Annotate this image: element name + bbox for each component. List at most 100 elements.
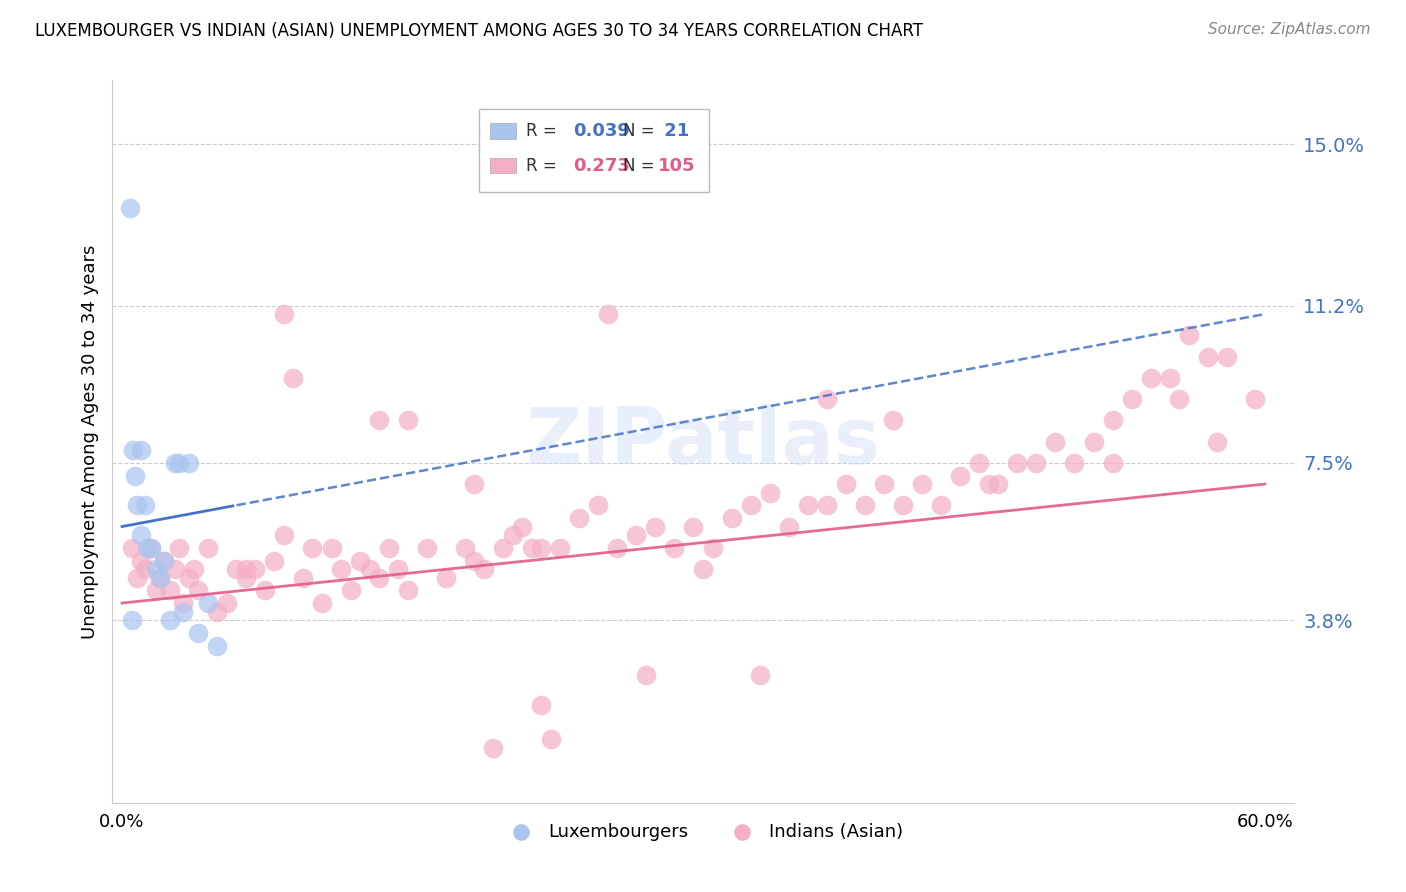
Point — [121, 613, 143, 627]
Point — [134, 562, 156, 576]
Text: Source: ZipAtlas.com: Source: ZipAtlas.com — [1208, 22, 1371, 37]
Point — [758, 485, 780, 500]
Point — [153, 553, 176, 567]
Point — [1025, 456, 1047, 470]
Point — [1168, 392, 1191, 406]
Point — [540, 732, 562, 747]
Text: N =: N = — [623, 156, 654, 175]
Y-axis label: Unemployment Among Ages 30 to 34 years: Unemployment Among Ages 30 to 34 years — [80, 244, 98, 639]
Point — [463, 477, 485, 491]
Point — [1083, 434, 1105, 449]
Point — [321, 541, 343, 555]
Point — [664, 541, 686, 555]
Point — [377, 541, 399, 555]
Point — [225, 562, 247, 576]
Point — [530, 698, 553, 712]
Point — [153, 553, 176, 567]
Point — [644, 519, 666, 533]
Point — [235, 562, 257, 576]
Bar — [491, 158, 516, 173]
Point — [434, 570, 457, 584]
Point — [129, 553, 152, 567]
Point — [967, 456, 990, 470]
Point — [159, 613, 181, 627]
Point — [977, 477, 1000, 491]
Point — [416, 541, 439, 555]
Point — [835, 477, 858, 491]
Point — [253, 583, 276, 598]
Point — [1139, 371, 1161, 385]
Point — [492, 541, 515, 555]
Point — [626, 528, 648, 542]
Point — [167, 456, 190, 470]
Point — [929, 498, 952, 512]
Point — [159, 583, 181, 598]
Point — [1197, 350, 1219, 364]
Point — [1206, 434, 1229, 449]
Point — [207, 639, 229, 653]
Point — [330, 562, 353, 576]
Point — [172, 596, 194, 610]
Point — [692, 562, 714, 576]
Point — [949, 468, 972, 483]
Point — [122, 443, 145, 458]
Text: 0.039: 0.039 — [574, 122, 630, 140]
Point — [606, 541, 628, 555]
Point — [165, 562, 187, 576]
Point — [586, 498, 609, 512]
Text: 0.273: 0.273 — [574, 156, 630, 175]
Point — [911, 477, 934, 491]
Point — [291, 570, 314, 584]
Point — [873, 477, 896, 491]
Point — [172, 605, 194, 619]
Point — [177, 456, 200, 470]
Point — [273, 307, 295, 321]
Point — [510, 519, 533, 533]
Point — [167, 541, 190, 555]
Point — [127, 498, 149, 512]
Point — [815, 392, 838, 406]
Point — [118, 201, 141, 215]
Point — [682, 519, 704, 533]
Legend: Luxembourgers, Indians (Asian): Luxembourgers, Indians (Asian) — [495, 815, 911, 848]
Point — [134, 498, 156, 512]
Point — [349, 553, 371, 567]
Point — [720, 511, 742, 525]
Point — [702, 541, 724, 555]
Point — [135, 541, 157, 555]
Point — [987, 477, 1010, 491]
Point — [1045, 434, 1067, 449]
Point — [1159, 371, 1181, 385]
Point — [197, 541, 219, 555]
Point — [1101, 456, 1123, 470]
Point — [339, 583, 361, 598]
Point — [1063, 456, 1085, 470]
Point — [387, 562, 409, 576]
Point — [368, 570, 391, 584]
Point — [1007, 456, 1029, 470]
Point — [145, 583, 167, 598]
Point — [396, 583, 419, 598]
Point — [548, 541, 571, 555]
Point — [530, 541, 553, 555]
Point — [749, 668, 772, 682]
Point — [121, 541, 143, 555]
Point — [520, 541, 543, 555]
Point — [311, 596, 333, 610]
Point — [215, 596, 238, 610]
Point — [149, 570, 172, 584]
Point — [197, 596, 219, 610]
Text: N =: N = — [623, 122, 654, 140]
Point — [359, 562, 381, 576]
Point — [139, 541, 162, 555]
Point — [853, 498, 876, 512]
FancyBboxPatch shape — [478, 109, 709, 193]
Point — [235, 570, 257, 584]
Text: ZIPatlas: ZIPatlas — [526, 403, 880, 480]
Point — [502, 528, 524, 542]
Point — [1101, 413, 1123, 427]
Point — [1216, 350, 1239, 364]
Point — [797, 498, 820, 512]
Text: 105: 105 — [658, 156, 696, 175]
Bar — [491, 123, 516, 139]
